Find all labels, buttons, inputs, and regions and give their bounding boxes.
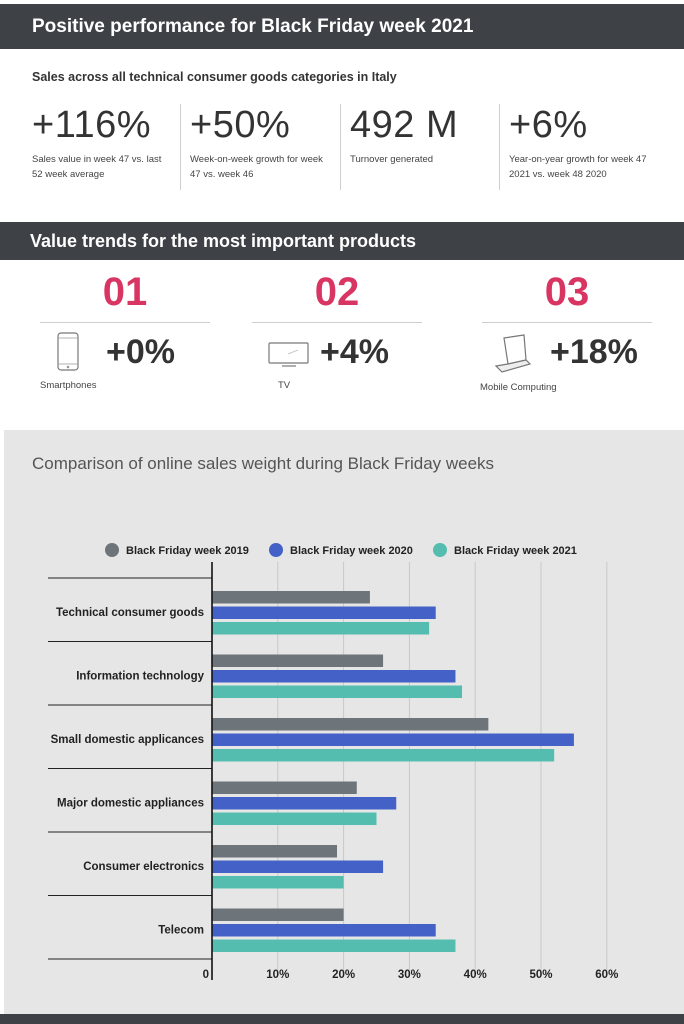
bar-information-technology-3 xyxy=(212,685,463,698)
bar-information-technology-2 xyxy=(212,670,456,683)
category-label-small-domestic-applicances: Small domestic applicances xyxy=(51,734,204,746)
product-label: Smartphones xyxy=(40,380,97,391)
product-rank: 01 xyxy=(102,270,148,314)
header-subtitle: Sales across all technical consumer good… xyxy=(32,70,397,84)
kpi-value: +116% xyxy=(32,104,152,146)
kpi-turnover: 492 M Turnover generated xyxy=(350,104,490,190)
laptop-icon xyxy=(494,334,532,373)
smartphone-icon xyxy=(57,332,79,371)
bar-information-technology-1 xyxy=(212,654,384,667)
kpi-value: +50% xyxy=(190,104,291,146)
product-label: Mobile Computing xyxy=(480,382,557,393)
bar-technical-consumer-goods-3 xyxy=(212,622,430,635)
product-change: +4% xyxy=(320,333,389,371)
product-change: +0% xyxy=(106,333,175,371)
category-label-major-domestic-appliances: Major domestic appliances xyxy=(57,798,204,810)
bar-small-domestic-applicances-1 xyxy=(212,718,489,731)
product-divider xyxy=(482,322,652,323)
kpi-wow-growth: +50% Week-on-week growth for week 47 vs.… xyxy=(190,104,330,190)
category-label-information-technology: Information technology xyxy=(76,671,204,683)
bar-major-domestic-appliances-2 xyxy=(212,797,397,810)
bar-telecom-2 xyxy=(212,924,436,937)
x-tick-label-1: 10% xyxy=(266,969,289,981)
product-rank: 03 xyxy=(544,270,590,314)
legend-label-1: Black Friday week 2019 xyxy=(126,545,249,557)
legend-marker-2 xyxy=(269,543,283,557)
chart-panel: Comparison of online sales weight during… xyxy=(4,430,684,1014)
kpi-sales-value: +116% Sales value in week 47 vs. last 52… xyxy=(32,104,172,190)
kpi-divider xyxy=(180,104,181,190)
kpi-value: 492 M xyxy=(350,104,459,146)
products-section-title: Value trends for the most important prod… xyxy=(0,222,684,260)
x-tick-label-3: 30% xyxy=(398,969,421,981)
product-mobile-computing: 03 +18% Mobile Computing xyxy=(480,268,652,393)
header-title: Positive performance for Black Friday we… xyxy=(0,4,684,49)
bar-telecom-3 xyxy=(212,939,456,952)
x-tick-label-6: 60% xyxy=(595,969,618,981)
bar-major-domestic-appliances-3 xyxy=(212,812,377,825)
legend-label-2: Black Friday week 2020 xyxy=(290,545,413,557)
bar-telecom-1 xyxy=(212,908,344,921)
kpi-desc: Turnover generated xyxy=(350,154,434,165)
kpi-desc: Week-on-week growth for week 47 vs. week… xyxy=(190,154,323,180)
tv-icon xyxy=(268,342,309,367)
x-tick-label-2: 20% xyxy=(332,969,355,981)
bar-small-domestic-applicances-3 xyxy=(212,749,555,762)
bar-small-domestic-applicances-2 xyxy=(212,733,574,746)
product-divider xyxy=(252,322,422,323)
category-label-consumer-electronics: Consumer electronics xyxy=(83,861,204,873)
bar-consumer-electronics-3 xyxy=(212,876,344,889)
x-tick-label-0: 0 xyxy=(203,969,209,981)
x-tick-label-5: 50% xyxy=(529,969,552,981)
kpi-value: +6% xyxy=(509,104,588,146)
product-change: +18% xyxy=(550,333,638,371)
product-smartphones: 01 +0% Smartphones xyxy=(40,268,210,391)
bar-major-domestic-appliances-1 xyxy=(212,781,357,794)
legend-marker-3 xyxy=(433,543,447,557)
kpi-divider xyxy=(340,104,341,190)
bar-consumer-electronics-1 xyxy=(212,845,338,858)
footer-band xyxy=(0,1014,684,1024)
product-label: TV xyxy=(278,380,291,391)
kpi-desc: Year-on-year growth for week 47 2021 vs.… xyxy=(509,154,647,180)
legend-label-3: Black Friday week 2021 xyxy=(454,545,577,557)
bar-consumer-electronics-2 xyxy=(212,860,384,873)
product-rank: 02 xyxy=(314,270,360,314)
bar-technical-consumer-goods-2 xyxy=(212,606,436,619)
bar-technical-consumer-goods-1 xyxy=(212,591,370,604)
category-label-technical-consumer-goods: Technical consumer goods xyxy=(56,607,204,619)
kpi-divider xyxy=(499,104,500,190)
legend-marker-1 xyxy=(105,543,119,557)
kpi-desc: Sales value in week 47 vs. last 52 week … xyxy=(32,154,162,180)
bar-chart: Black Friday week 2019 Black Friday week … xyxy=(48,543,618,981)
chart-title: Comparison of online sales weight during… xyxy=(32,454,495,473)
x-tick-label-4: 40% xyxy=(464,969,487,981)
category-label-telecom: Telecom xyxy=(158,925,204,937)
kpi-yoy-growth: +6% Year-on-year growth for week 47 2021… xyxy=(509,104,649,190)
product-divider xyxy=(40,322,210,323)
product-tv: 02 +4% TV xyxy=(252,268,422,391)
